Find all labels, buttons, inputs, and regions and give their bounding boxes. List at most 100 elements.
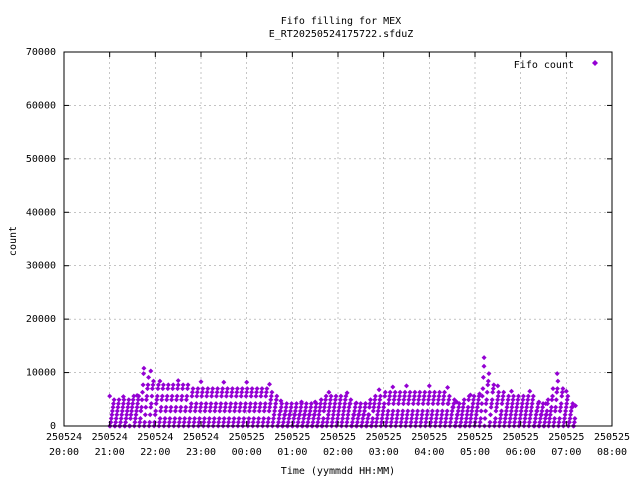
- data-point: [189, 389, 195, 395]
- data-point: [439, 408, 445, 414]
- data-point: [155, 386, 161, 392]
- data-point: [258, 393, 264, 399]
- data-point: [391, 397, 397, 403]
- data-point: [404, 412, 410, 418]
- y-tick-label: 0: [50, 421, 56, 432]
- data-point: [422, 389, 428, 395]
- data-point: [471, 393, 477, 399]
- data-point: [426, 393, 432, 399]
- x-tick-time: 22:00: [140, 447, 170, 458]
- data-point: [207, 408, 213, 414]
- data-point: [288, 408, 293, 414]
- data-point: [280, 419, 286, 425]
- data-point: [358, 401, 364, 407]
- data-point: [337, 397, 343, 403]
- data-point: [506, 393, 512, 399]
- data-point: [318, 397, 324, 403]
- data-point: [508, 412, 514, 418]
- data-point: [440, 397, 446, 403]
- data-point: [406, 393, 412, 399]
- data-point: [259, 386, 265, 392]
- data-point: [206, 419, 212, 425]
- data-point: [381, 401, 387, 407]
- x-tick-date: 250525: [320, 432, 356, 443]
- data-point: [139, 404, 144, 410]
- data-point: [145, 382, 151, 388]
- data-point: [563, 404, 569, 410]
- data-point: [208, 404, 213, 410]
- data-point-peak: [107, 393, 113, 399]
- data-point-peak: [299, 399, 304, 405]
- y-axis-ticks: 0 10000 20000 30000 40000 50000 60000 70000: [26, 47, 612, 432]
- data-point: [202, 416, 207, 421]
- data-point: [489, 397, 495, 403]
- data-point: [237, 404, 243, 410]
- data-point: [533, 416, 538, 421]
- data-point: [119, 408, 125, 414]
- data-point: [231, 416, 237, 421]
- data-point: [372, 393, 378, 399]
- data-point: [370, 408, 376, 414]
- data-point: [187, 408, 193, 414]
- data-point: [377, 397, 383, 403]
- data-point: [401, 397, 407, 403]
- data-point: [220, 386, 226, 392]
- grid-lines: [64, 52, 612, 426]
- data-point: [255, 419, 261, 425]
- data-point: [411, 393, 417, 399]
- data-point: [227, 408, 233, 414]
- data-point: [277, 412, 282, 418]
- data-point: [561, 419, 567, 425]
- data-point: [165, 382, 171, 388]
- data-point: [262, 401, 268, 407]
- data-point: [209, 393, 215, 399]
- data-point: [349, 419, 355, 425]
- data-point: [339, 419, 345, 425]
- data-point: [274, 393, 280, 399]
- data-point: [229, 389, 235, 395]
- data-point: [478, 408, 484, 414]
- data-point: [534, 408, 540, 414]
- data-point: [539, 412, 544, 418]
- data-point: [405, 408, 411, 414]
- data-point: [203, 404, 209, 410]
- data-point: [188, 401, 194, 407]
- data-point: [165, 386, 171, 392]
- data-point: [234, 386, 240, 392]
- data-point: [557, 408, 563, 414]
- data-point: [301, 416, 307, 421]
- data-point: [568, 408, 574, 414]
- data-point: [529, 401, 535, 407]
- data-point: [278, 404, 284, 410]
- data-point: [564, 401, 570, 407]
- data-point: [497, 416, 503, 421]
- data-point: [155, 382, 161, 388]
- data-point: [248, 393, 254, 399]
- data-point: [326, 404, 332, 410]
- data-point: [488, 404, 494, 410]
- data-point: [477, 419, 483, 425]
- data-point: [408, 419, 414, 425]
- data-point: [214, 393, 219, 399]
- data-point: [386, 397, 392, 403]
- data-point: [509, 401, 515, 407]
- data-point: [243, 393, 249, 399]
- data-point: [263, 389, 269, 395]
- data-point: [540, 401, 546, 407]
- data-point: [238, 393, 244, 399]
- data-point: [523, 412, 529, 418]
- data-point: [305, 419, 311, 425]
- data-point: [359, 419, 365, 425]
- data-point: [492, 419, 498, 425]
- data-point: [208, 401, 214, 407]
- data-point: [484, 389, 490, 395]
- data-point: [260, 419, 266, 425]
- data-point: [194, 389, 200, 395]
- data-point: [437, 389, 443, 395]
- data-point: [483, 401, 489, 407]
- data-point-peak: [554, 371, 560, 377]
- data-point: [419, 412, 425, 418]
- data-point: [420, 401, 426, 407]
- chart-subtitle: E_RT20250524175722.sfduZ: [269, 29, 414, 40]
- data-point: [197, 408, 203, 414]
